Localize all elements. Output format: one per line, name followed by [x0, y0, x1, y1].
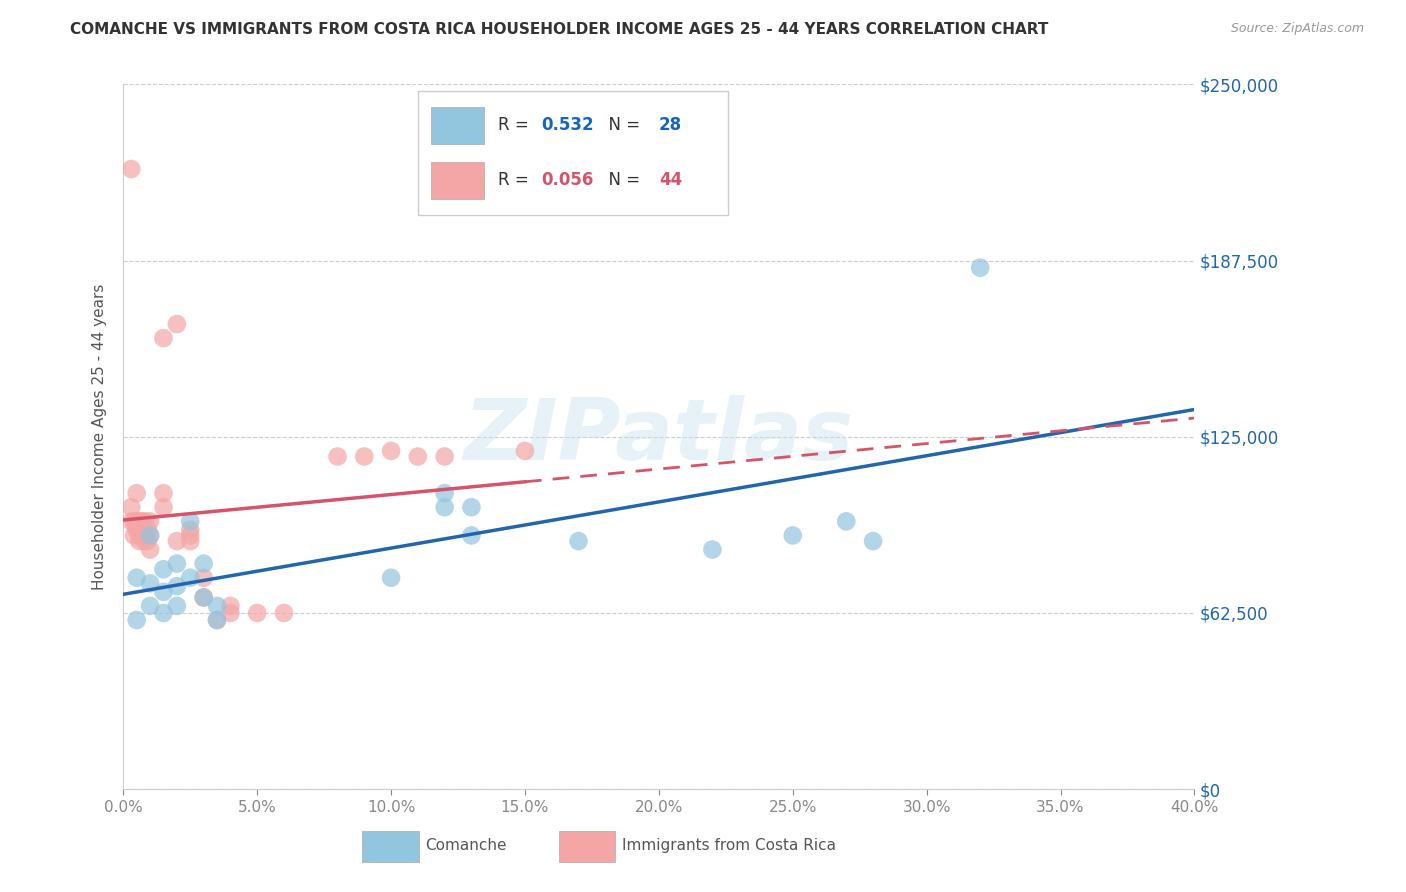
FancyBboxPatch shape: [430, 162, 484, 199]
Text: Source: ZipAtlas.com: Source: ZipAtlas.com: [1230, 22, 1364, 36]
Point: [862, 534, 884, 549]
Text: Immigrants from Costa Rica: Immigrants from Costa Rica: [623, 838, 837, 854]
Point: [460, 528, 482, 542]
Point: [128, 514, 150, 528]
Text: ZIPatlas: ZIPatlas: [464, 395, 853, 478]
Point: [193, 571, 215, 585]
Point: [326, 450, 349, 464]
Point: [131, 514, 153, 528]
Point: [120, 514, 142, 528]
Point: [179, 534, 201, 549]
Point: [152, 331, 174, 345]
Point: [122, 514, 145, 528]
Point: [152, 584, 174, 599]
Point: [166, 599, 188, 613]
Point: [205, 599, 228, 613]
Point: [139, 528, 162, 542]
Point: [353, 450, 375, 464]
Point: [139, 576, 162, 591]
Point: [139, 514, 162, 528]
FancyBboxPatch shape: [430, 107, 484, 144]
Point: [406, 450, 429, 464]
Point: [139, 528, 162, 542]
Point: [134, 514, 156, 528]
Point: [219, 599, 242, 613]
Point: [179, 571, 201, 585]
Point: [273, 606, 295, 620]
Point: [152, 486, 174, 500]
Point: [134, 528, 156, 542]
Y-axis label: Householder Income Ages 25 - 44 years: Householder Income Ages 25 - 44 years: [93, 284, 107, 590]
Point: [782, 528, 804, 542]
Point: [128, 528, 150, 542]
FancyBboxPatch shape: [418, 92, 728, 215]
Point: [166, 557, 188, 571]
Point: [969, 260, 991, 275]
Point: [152, 500, 174, 515]
Point: [246, 606, 269, 620]
Point: [120, 161, 142, 176]
Point: [152, 606, 174, 620]
Text: 0.532: 0.532: [541, 116, 593, 134]
Point: [166, 579, 188, 593]
Point: [380, 443, 402, 458]
Text: R =: R =: [498, 116, 534, 134]
Point: [835, 514, 858, 528]
Text: Comanche: Comanche: [426, 838, 508, 854]
Text: N =: N =: [598, 116, 645, 134]
Point: [193, 591, 215, 605]
Point: [567, 534, 589, 549]
Point: [166, 317, 188, 331]
Point: [125, 486, 148, 500]
Point: [131, 528, 153, 542]
Point: [120, 500, 142, 515]
Point: [128, 534, 150, 549]
Text: COMANCHE VS IMMIGRANTS FROM COSTA RICA HOUSEHOLDER INCOME AGES 25 - 44 YEARS COR: COMANCHE VS IMMIGRANTS FROM COSTA RICA H…: [70, 22, 1049, 37]
Point: [122, 528, 145, 542]
Point: [136, 534, 159, 549]
Point: [136, 523, 159, 537]
Point: [125, 514, 148, 528]
Point: [433, 450, 456, 464]
Point: [125, 520, 148, 534]
Text: 44: 44: [659, 171, 682, 189]
Point: [460, 500, 482, 515]
Point: [433, 500, 456, 515]
Point: [139, 599, 162, 613]
Text: 28: 28: [659, 116, 682, 134]
Point: [166, 534, 188, 549]
Point: [433, 486, 456, 500]
Point: [131, 523, 153, 537]
Point: [179, 528, 201, 542]
Point: [179, 523, 201, 537]
Point: [513, 443, 536, 458]
Point: [134, 534, 156, 549]
Point: [139, 542, 162, 557]
Point: [179, 514, 201, 528]
Point: [193, 557, 215, 571]
Text: R =: R =: [498, 171, 534, 189]
Text: N =: N =: [598, 171, 645, 189]
Point: [152, 562, 174, 576]
Point: [380, 571, 402, 585]
Point: [125, 613, 148, 627]
Point: [702, 542, 724, 557]
Point: [205, 613, 228, 627]
Text: 0.056: 0.056: [541, 171, 593, 189]
Point: [205, 613, 228, 627]
Point: [125, 523, 148, 537]
Point: [219, 606, 242, 620]
Point: [125, 571, 148, 585]
Point: [193, 591, 215, 605]
